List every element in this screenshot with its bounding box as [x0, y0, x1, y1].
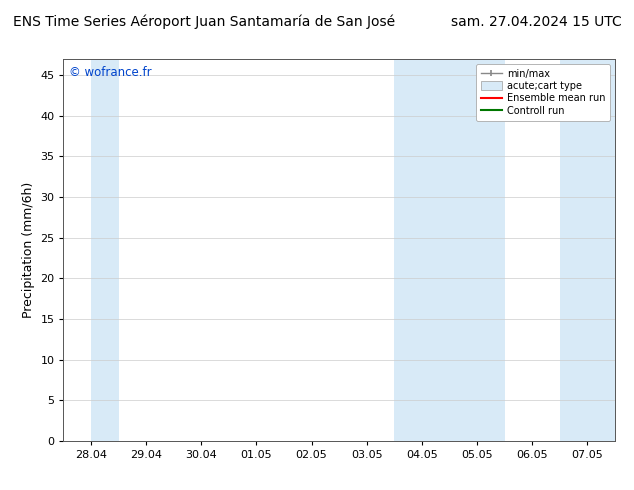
Text: © wofrance.fr: © wofrance.fr: [69, 67, 152, 79]
Text: ENS Time Series Aéroport Juan Santamaría de San José: ENS Time Series Aéroport Juan Santamaría…: [13, 15, 395, 29]
Bar: [91, 59, 119, 441]
Bar: [560, 59, 615, 441]
Legend: min/max, acute;cart type, Ensemble mean run, Controll run: min/max, acute;cart type, Ensemble mean …: [476, 64, 610, 121]
Text: sam. 27.04.2024 15 UTC: sam. 27.04.2024 15 UTC: [451, 15, 621, 29]
Y-axis label: Precipitation (mm/6h): Precipitation (mm/6h): [22, 182, 35, 318]
Bar: [394, 59, 505, 441]
